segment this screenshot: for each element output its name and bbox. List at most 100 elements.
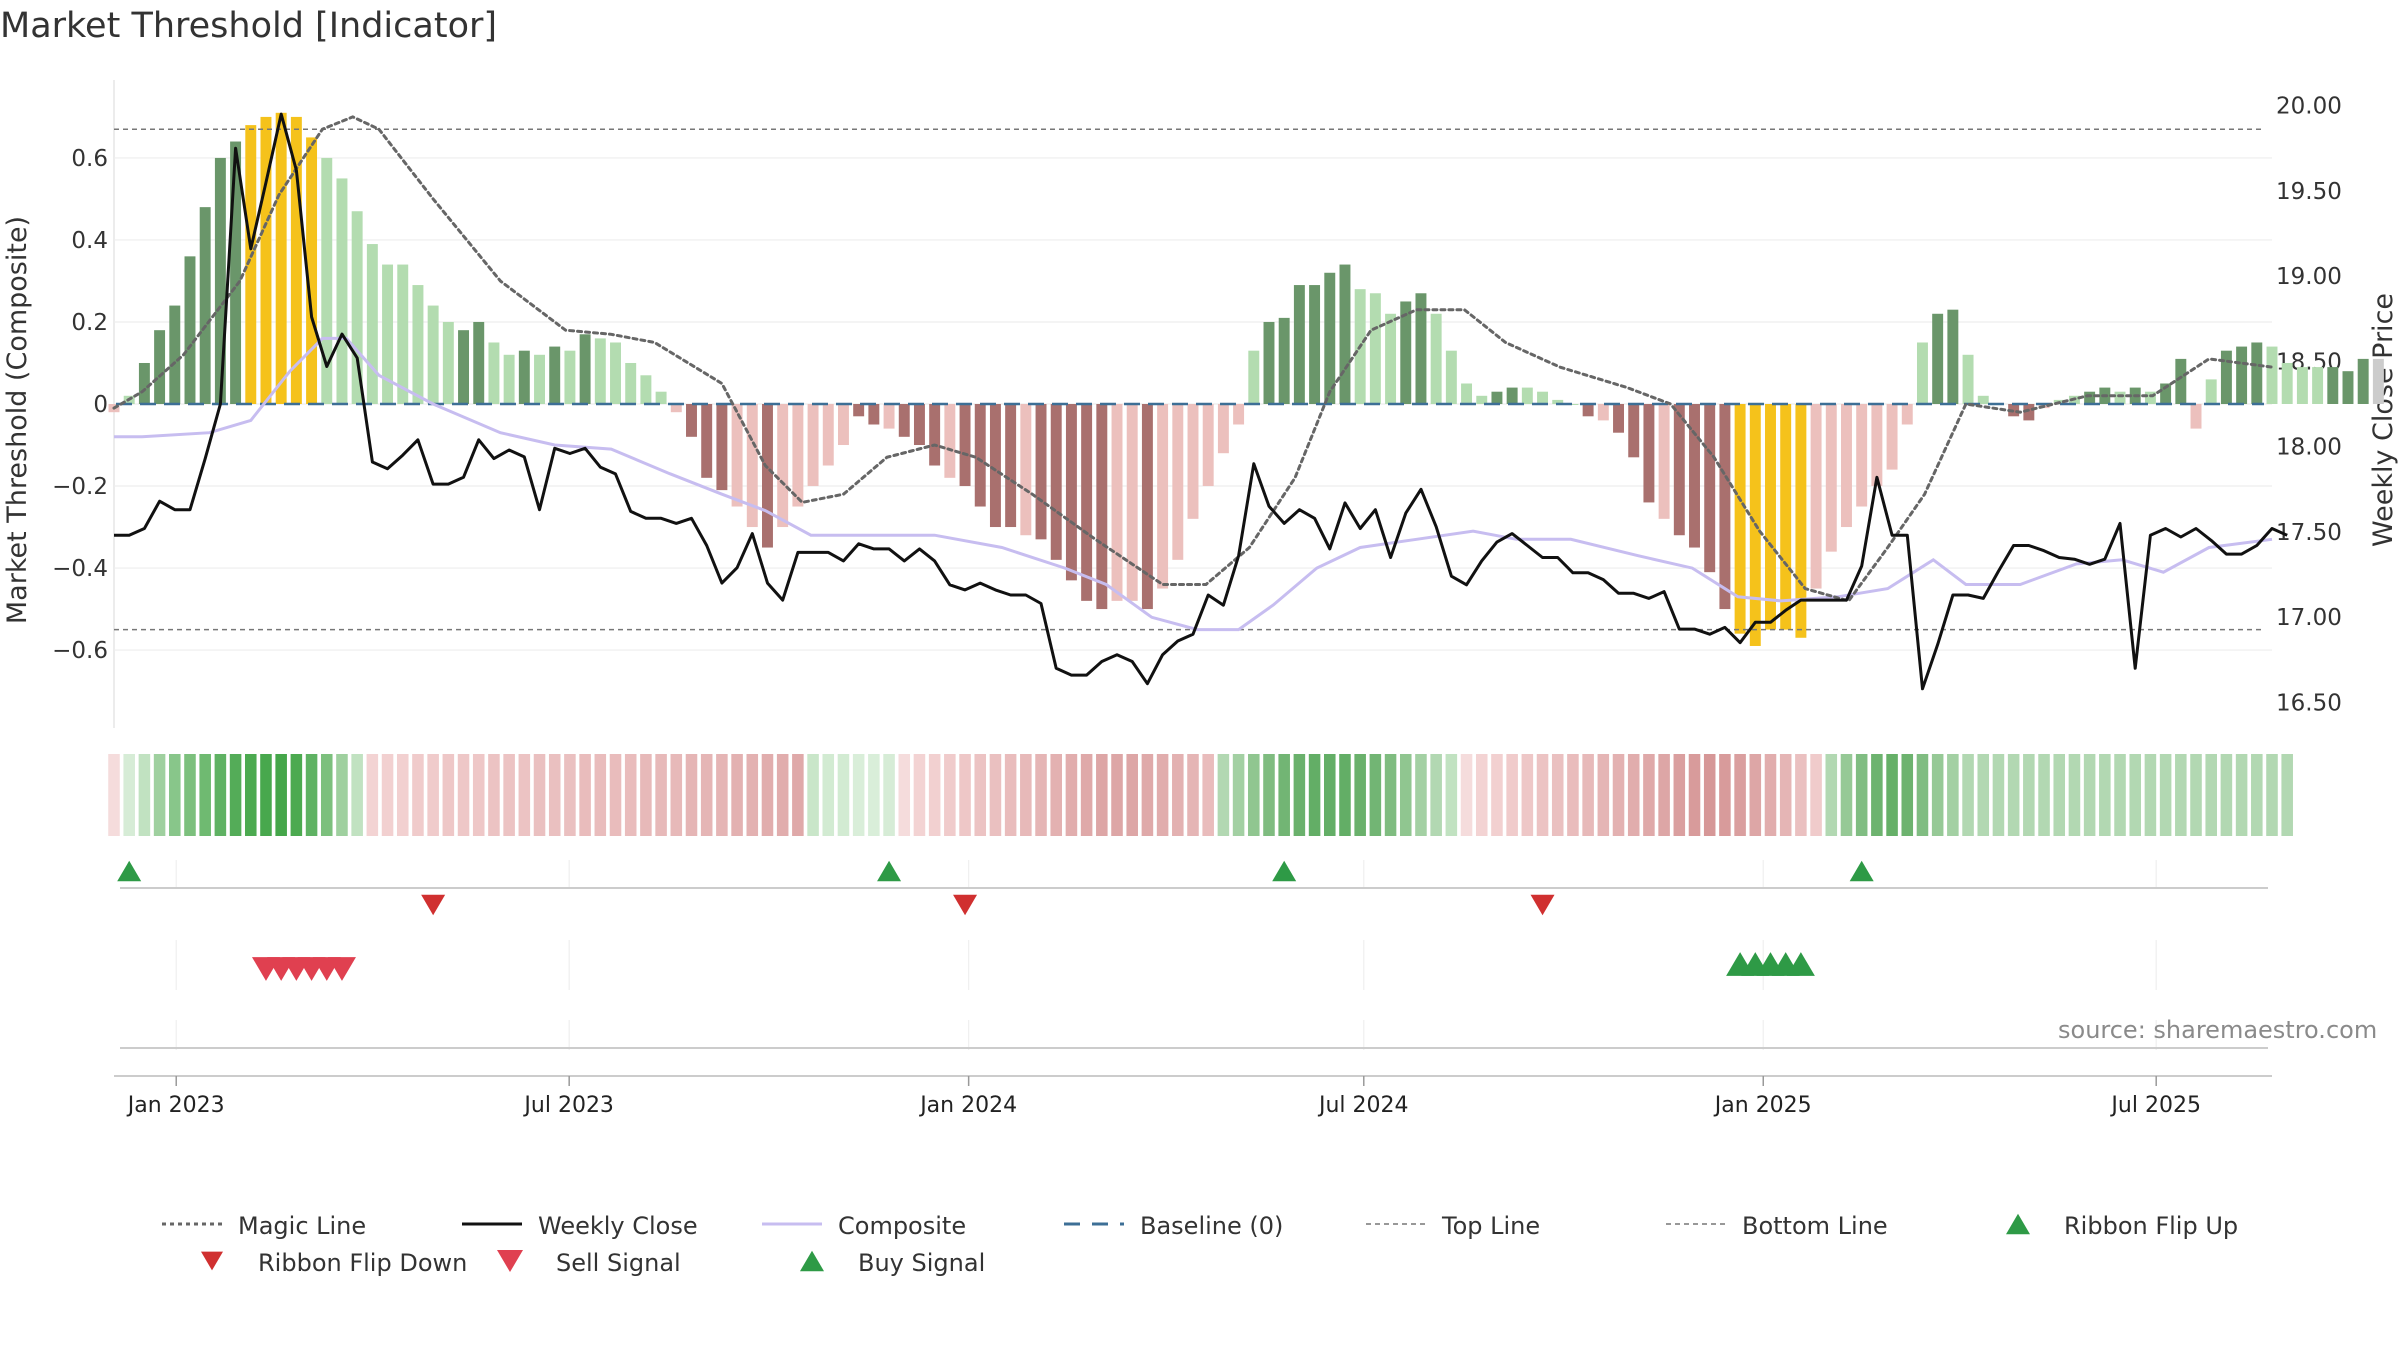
composite-bar [1537,391,1549,404]
composite-bar [1491,391,1503,404]
composite-bar [1081,404,1093,601]
composite-bar [2266,346,2278,404]
ribbon-segment [852,754,865,836]
composite-bar [1977,395,1989,404]
composite-bar [1506,387,1518,404]
ribbon-segment [1840,754,1853,836]
composite-bar [625,362,637,404]
composite-bar [1263,321,1275,404]
left-tick-label: −0.6 [52,638,108,664]
ribbon-segment [366,754,379,836]
composite-bar [154,330,166,404]
ribbon-segment [2175,754,2187,836]
ribbon-segment [700,754,713,836]
right-axis-label: Weekly Close Price [2368,293,2399,547]
composite-bar [2327,367,2339,404]
ribbon-segment [244,754,257,836]
ribbon-segment [2083,754,2096,836]
ribbon-segment [290,754,303,836]
x-tick-label: Jul 2023 [522,1093,614,1118]
composite-bar [412,285,424,404]
ribbon-segment [1278,754,1290,836]
ribbon-segment [1810,754,1822,836]
ribbon-segment [1172,754,1184,836]
x-tick-label: Jul 2025 [2109,1093,2201,1118]
composite-bar [1901,404,1913,425]
ribbon-segment [2159,754,2172,836]
composite-bar [1309,285,1321,404]
composite-bar [898,404,910,437]
ribbon-segment [412,754,424,836]
right-tick-label: 19.50 [2276,179,2342,205]
composite-bar [1689,404,1700,548]
ribbon-flip-up-marker [1849,860,1874,882]
composite-bar [1947,309,1959,404]
composite-bar [306,137,318,404]
ribbon-segment [716,754,728,836]
ribbon-segment [1354,754,1366,836]
composite-bar [1810,404,1822,589]
ribbon-segment [1323,754,1336,836]
legend-swatch [497,1249,523,1273]
weekly-close-line [114,112,2288,691]
ribbon-segment [1475,754,1488,836]
ribbon-segment [685,754,698,836]
composite-bar [1111,404,1123,601]
composite-bar [1643,404,1655,503]
ribbon-flip-down-marker [1530,894,1555,916]
composite-bar [1126,404,1138,601]
ribbon-segment [199,754,211,836]
composite-bar [1339,264,1351,404]
legend-label: Composite [838,1212,966,1240]
ribbon-segment [1855,754,1868,836]
ribbon-segment [1035,754,1047,836]
ribbon-segment [548,754,561,836]
composite-bar [1141,404,1153,610]
ribbon-flip-down-marker [953,894,978,916]
legend-label: Ribbon Flip Down [258,1249,467,1277]
right-tick-label: 16.50 [2276,690,2342,716]
ribbon-segment [1506,754,1518,836]
composite-bar [1886,404,1898,470]
ribbon-segment [2053,754,2066,836]
ribbon-segment [1703,754,1716,836]
right-tick-label: 17.50 [2276,520,2342,546]
left-axis-label: Market Threshold (Composite) [2,216,33,624]
ribbon-segment [169,754,181,836]
right-tick-label: 18.00 [2276,435,2342,461]
legend-label: Ribbon Flip Up [2064,1212,2238,1240]
ribbon-segment [1901,754,1914,836]
ribbon-segment [1263,754,1275,836]
composite-bar [1597,404,1609,421]
ribbon-segment [214,754,227,836]
ribbon-segment [2023,754,2035,836]
composite-bar [2357,358,2369,404]
composite-bar [1233,404,1245,425]
ribbon-segment [822,754,835,836]
ribbon-segment [1141,754,1154,836]
ribbon-segment [670,754,683,836]
ribbon-flip-up-marker [117,860,142,882]
composite-bar [1932,313,1944,404]
ribbon-segment [1050,754,1063,836]
ribbon-segment [1491,754,1503,836]
composite-bar [245,125,257,404]
composite-bar [670,404,682,413]
legend-label: Buy Signal [858,1249,985,1277]
ribbon-segment [1217,754,1230,836]
composite-bar [1734,404,1746,634]
composite-bar [746,404,758,528]
ribbon-segment [1673,754,1686,836]
left-tick-label: −0.2 [52,474,108,500]
ribbon-segment [1582,754,1594,836]
composite-bar [944,404,956,478]
composite-bar [1400,301,1412,404]
composite-bar [321,157,333,404]
composite-bar [1795,404,1807,638]
ribbon-segment [442,754,455,836]
composite-bar [1461,383,1473,404]
ribbon-segment [579,754,591,836]
ribbon-segment [1202,754,1214,836]
composite-bar [2160,383,2172,404]
